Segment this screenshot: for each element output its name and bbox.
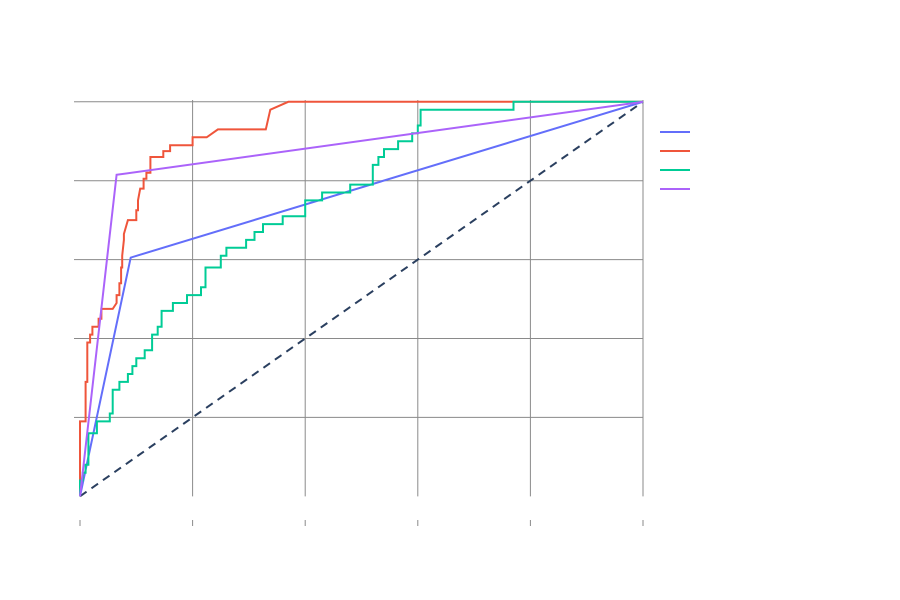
diagonal-reference-line: [79, 100, 644, 498]
series-line-2: [79, 100, 643, 497]
series-layer: [79, 100, 644, 498]
series-line-3: [79, 100, 643, 497]
series-line-1: [79, 100, 644, 497]
legend: [660, 131, 690, 190]
tick-layer: [74, 101, 644, 526]
series-line-4: [79, 100, 644, 497]
